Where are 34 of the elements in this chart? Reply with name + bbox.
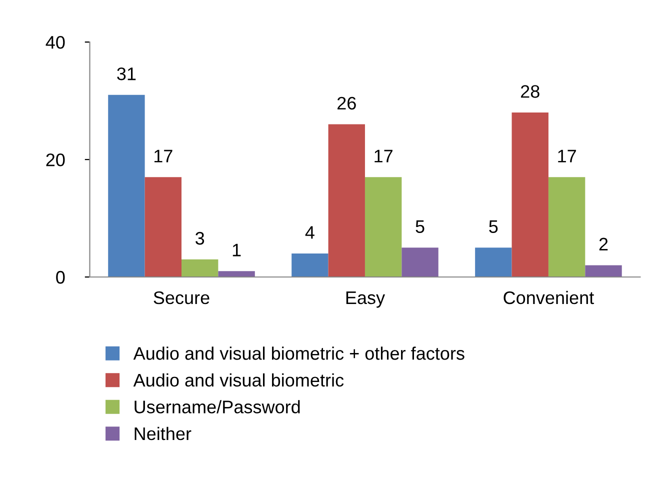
bar [108, 94, 145, 277]
legend-label: Username/Password [134, 400, 300, 414]
data-label: 17 [154, 150, 172, 162]
data-label: 2 [599, 238, 608, 250]
legend-label: Neither [134, 426, 192, 440]
bar [182, 259, 218, 277]
bar [548, 177, 586, 277]
data-label: 31 [117, 67, 136, 80]
bar [402, 248, 438, 277]
bar [475, 248, 512, 277]
y-tick-label: 20 [46, 153, 65, 166]
bar [328, 124, 365, 277]
bar [218, 271, 255, 277]
bar [512, 112, 548, 277]
bar [144, 177, 182, 277]
y-tick-label: 0 [56, 270, 65, 284]
data-label: 17 [374, 150, 392, 162]
bar [292, 254, 328, 277]
data-label: 5 [489, 220, 498, 233]
data-label: 17 [558, 150, 576, 162]
x-tick-label: Convenient [504, 290, 594, 304]
bar [585, 265, 622, 277]
data-label: 1 [232, 244, 241, 256]
data-label: 3 [196, 232, 204, 245]
data-label: 4 [305, 226, 314, 239]
legend-label: Audio and visual biometric + other factors [133, 346, 464, 360]
x-tick-label: Easy [346, 292, 386, 308]
x-tick-label: Secure [154, 291, 210, 304]
y-tick-label: 40 [46, 36, 65, 49]
data-label: 26 [338, 96, 356, 110]
bar [364, 177, 402, 277]
data-label: 5 [416, 220, 424, 233]
legend-label: Audio and visual biometric [133, 373, 344, 387]
data-label: 28 [520, 85, 540, 98]
